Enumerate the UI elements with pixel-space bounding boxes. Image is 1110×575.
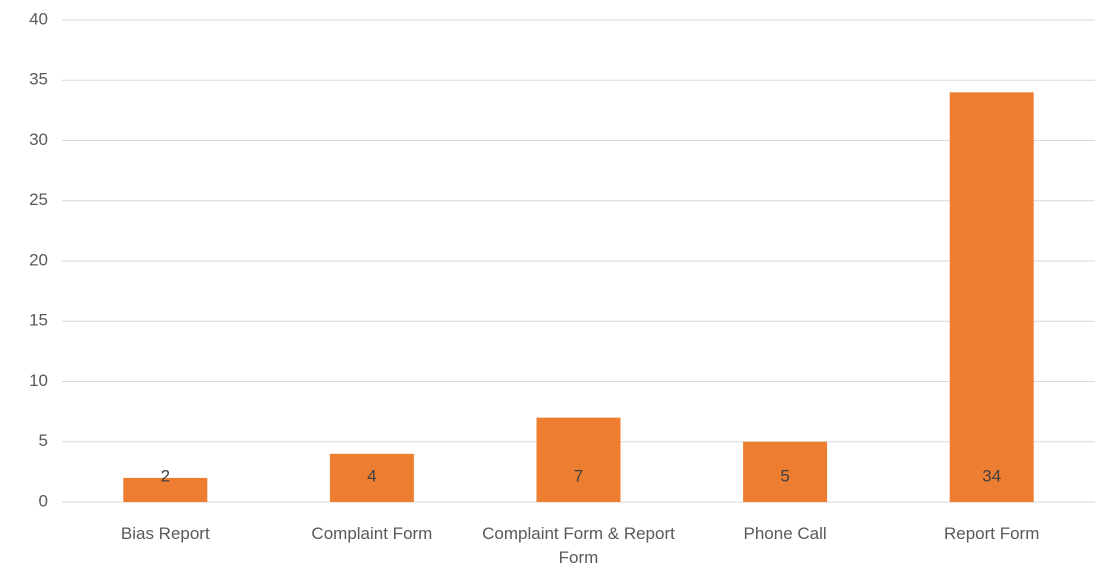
- bar: [536, 417, 621, 502]
- data-label: 5: [780, 466, 789, 485]
- y-tick-label: 25: [29, 190, 48, 209]
- y-tick-label: 15: [29, 311, 48, 330]
- y-tick-label: 40: [29, 9, 48, 28]
- bar: [329, 453, 414, 502]
- y-tick-label: 30: [29, 130, 48, 149]
- bar: [949, 92, 1034, 503]
- data-label: 7: [574, 466, 583, 485]
- x-tick-label: Phone Call: [743, 524, 827, 543]
- y-tick-label: 5: [39, 431, 48, 450]
- y-tick-label: 20: [29, 250, 48, 269]
- y-tick-label: 10: [29, 371, 48, 390]
- x-tick-label: Complaint Form: [311, 524, 433, 543]
- x-tick-label: Complaint Form & Report Form: [482, 524, 675, 567]
- bar: [743, 441, 828, 502]
- x-tick-label: Bias Report: [120, 524, 210, 543]
- x-tick-label: Report Form: [943, 524, 1040, 543]
- data-label: 34: [982, 466, 1001, 485]
- y-tick-label: 0: [39, 491, 48, 510]
- bar: [123, 477, 208, 502]
- data-label: 4: [367, 466, 376, 485]
- y-tick-label: 35: [29, 70, 48, 89]
- data-label: 2: [161, 466, 170, 485]
